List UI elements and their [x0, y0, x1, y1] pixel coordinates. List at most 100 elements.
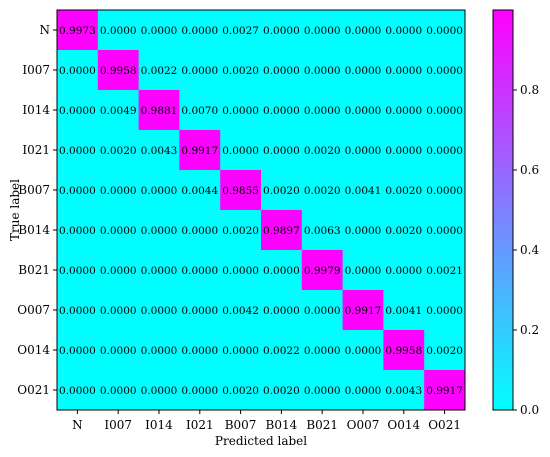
cell-value-label: 0.0000	[59, 345, 96, 357]
heatmap-cell	[179, 250, 221, 291]
heatmap-cell	[138, 10, 180, 51]
cell-value-label: 0.0000	[59, 185, 96, 197]
heatmap-cell	[179, 130, 221, 171]
cell-value-label: 0.0043	[141, 145, 178, 157]
cell-value-label: 0.0022	[141, 65, 178, 77]
cell-value-label: 0.0000	[100, 185, 137, 197]
cell-value-label: 0.0000	[181, 345, 218, 357]
heatmap-cell	[57, 290, 99, 331]
cell-value-label: 0.0000	[385, 145, 422, 157]
heatmap-cell	[342, 370, 384, 411]
y-tick-label: B021	[18, 263, 50, 277]
cell-value-label: 0.0020	[222, 385, 259, 397]
heatmap-cell	[383, 10, 425, 51]
heatmap-cell	[261, 330, 303, 371]
heatmap-cell	[383, 330, 425, 371]
heatmap-cell	[220, 330, 262, 371]
heatmap-cell	[97, 210, 140, 251]
heatmap-cell	[342, 130, 384, 171]
cell-value-label: 0.0070	[181, 105, 218, 117]
cell-value-label: 0.0000	[141, 385, 178, 397]
y-tick-label: O007	[17, 303, 50, 317]
heatmap-cell	[261, 290, 303, 331]
cell-value-label: 0.0027	[222, 25, 259, 37]
cell-value-label: 0.0000	[263, 105, 300, 117]
cell-value-label: 0.0000	[426, 305, 463, 317]
heatmap-cell	[261, 50, 303, 91]
cell-value-label: 0.0020	[426, 345, 463, 357]
cell-value-label: 0.0000	[222, 345, 259, 357]
cell-value-label: 0.0000	[100, 345, 137, 357]
heatmap-cell	[424, 90, 466, 131]
x-tick-label: B007	[225, 418, 257, 432]
heatmap-cell	[261, 370, 303, 411]
x-tick-label: B021	[306, 418, 338, 432]
cell-value-label: 0.0000	[181, 305, 218, 317]
x-tick-label: B014	[266, 418, 298, 432]
heatmap-cell	[179, 50, 221, 91]
cell-value-label: 0.0000	[426, 25, 463, 37]
heatmap-cell	[57, 250, 99, 291]
heatmap-cell	[220, 90, 262, 131]
heatmap-cell	[138, 170, 180, 211]
cell-value-label: 0.0000	[141, 345, 178, 357]
cell-value-label: 0.0000	[100, 225, 137, 237]
heatmap-cell	[138, 210, 180, 251]
cell-value-label: 0.0000	[385, 25, 422, 37]
cell-value-label: 0.0020	[263, 385, 300, 397]
colorbar-tick-label: 0.6	[520, 163, 539, 177]
cell-value-label: 0.0000	[263, 305, 300, 317]
cell-value-label: 0.0000	[426, 225, 463, 237]
cell-value-label: 0.0000	[345, 145, 382, 157]
x-axis-ticks: N I007 I014 I021 B007 B014 B021 O007 O014 O021	[72, 410, 461, 432]
x-tick-label: I014	[145, 418, 173, 432]
cell-value-label: 0.0020	[222, 65, 259, 77]
heatmap-cell	[179, 210, 221, 251]
cell-value-label: 0.0000	[141, 185, 178, 197]
cell-value-label: 0.0000	[263, 25, 300, 37]
heatmap-cell	[97, 290, 140, 331]
cell-value-label: 0.0049	[100, 105, 137, 117]
y-tick-label: I021	[22, 143, 50, 157]
cell-value-label: 0.0000	[222, 145, 259, 157]
heatmap-cell	[424, 170, 466, 211]
heatmap-cell	[342, 290, 384, 331]
cell-value-label: 0.0000	[345, 65, 382, 77]
heatmap-cell	[261, 10, 303, 51]
cell-value-label: 0.0020	[385, 225, 422, 237]
heatmap-cell	[138, 290, 180, 331]
cell-value-label: 0.0041	[345, 185, 382, 197]
colorbar-tick-label: 0.0	[520, 403, 539, 417]
cell-value-label: 0.0000	[263, 265, 300, 277]
heatmap-cell	[57, 90, 99, 131]
cell-value-label: 0.0020	[263, 185, 300, 197]
heatmap-cell	[261, 210, 303, 251]
heatmap-cell	[261, 130, 303, 171]
cell-value-label: 0.0000	[426, 185, 463, 197]
heatmap-frame	[56, 9, 466, 411]
heatmap-cell	[138, 50, 180, 91]
heatmap-cell	[179, 90, 221, 131]
heatmap-cell	[261, 90, 303, 131]
heatmap-cell	[301, 370, 344, 411]
heatmap-cell	[383, 370, 425, 411]
x-tick-label: I021	[186, 418, 214, 432]
heatmap-cell	[301, 90, 344, 131]
cell-value-label: 0.0000	[345, 345, 382, 357]
cell-value-label: 0.0000	[304, 25, 341, 37]
heatmap-cell	[424, 130, 466, 171]
heatmap-cell	[220, 370, 262, 411]
heatmap-cell	[179, 370, 221, 411]
x-axis-label: Predicted label	[215, 434, 307, 448]
heatmap-cell	[342, 90, 384, 131]
y-tick-label: I007	[22, 63, 50, 77]
heatmap-cell	[342, 330, 384, 371]
cell-value-label: 0.0000	[222, 265, 259, 277]
heatmap-cell	[383, 250, 425, 291]
cell-value-label: 0.0000	[100, 305, 137, 317]
heatmap-cell	[301, 130, 344, 171]
heatmap-cell	[57, 370, 99, 411]
heatmap-cell	[138, 370, 180, 411]
heatmap-cell	[179, 330, 221, 371]
